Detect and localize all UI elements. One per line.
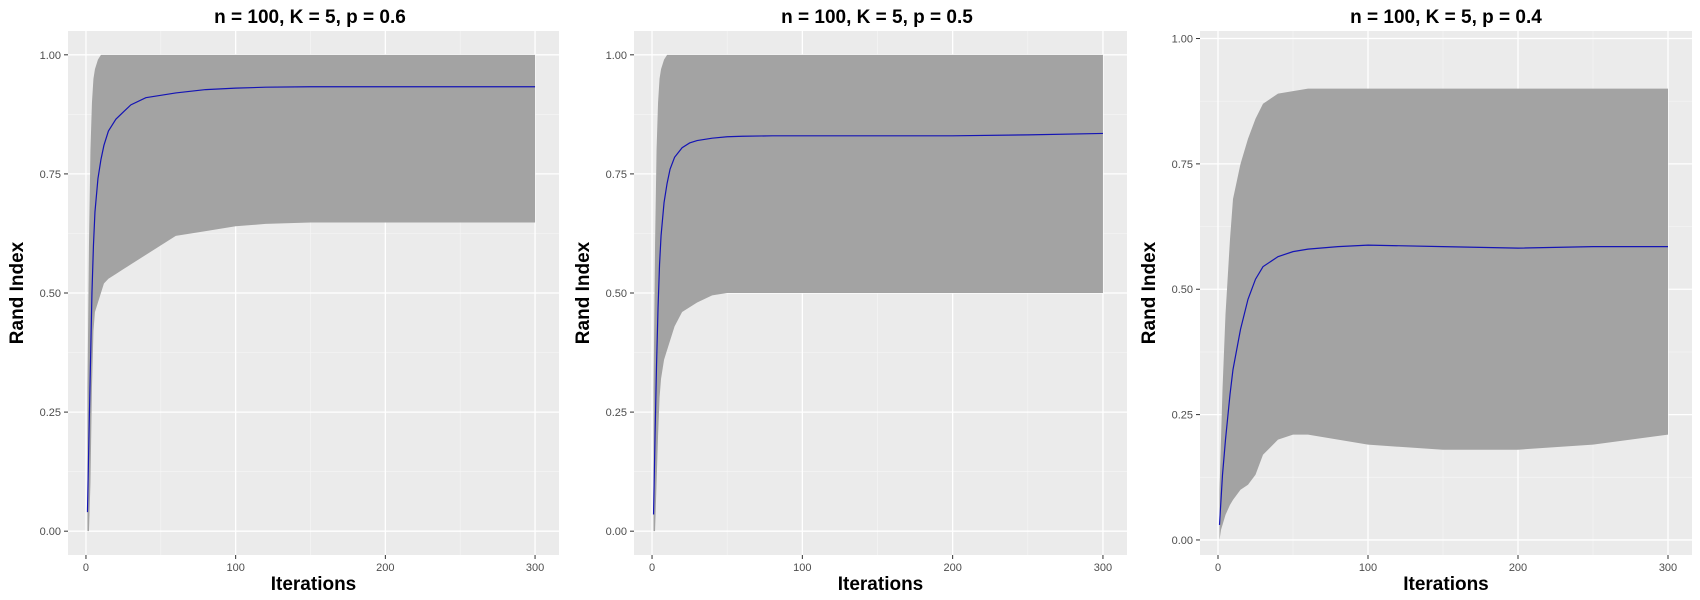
x-tick-label: 100 bbox=[793, 562, 811, 574]
chart-panel-2: 0 100 200 300 0.00 0.25 0.50 0.75 1.00 n = 100, K… bbox=[573, 7, 1127, 595]
x-tick-label: 300 bbox=[1094, 562, 1112, 574]
mean-line bbox=[86, 86, 536, 513]
y-tick-label: 0.00 bbox=[606, 526, 627, 538]
x-tick-label: 300 bbox=[526, 562, 544, 574]
y-axis-title: Rand Index bbox=[1139, 241, 1160, 344]
y-tick-label: 0.75 bbox=[606, 169, 627, 181]
x-tick-label: 200 bbox=[1509, 562, 1527, 574]
y-axis-title: Rand Index bbox=[7, 241, 28, 344]
y-tick-label: 0.25 bbox=[40, 407, 61, 419]
x-tick-label: 0 bbox=[83, 562, 89, 574]
panel-title: n = 100, K = 5, p = 0.4 bbox=[1350, 7, 1542, 28]
confidence-ribbon bbox=[1219, 88, 1668, 540]
x-axis-title: Iterations bbox=[271, 574, 357, 595]
chart-panel-1: 0 100 200 300 0.00 0.25 0.50 0.75 1.00 n = 100, K… bbox=[7, 7, 559, 595]
mean-line bbox=[1218, 244, 1668, 525]
x-tick-label: 100 bbox=[1359, 562, 1377, 574]
x-tick-label: 0 bbox=[649, 562, 655, 574]
y-tick-label: 0.50 bbox=[1172, 284, 1193, 296]
y-tick-label: 0.00 bbox=[40, 526, 61, 538]
confidence-ribbon bbox=[87, 54, 536, 532]
y-tick-label: 1.00 bbox=[40, 50, 61, 62]
x-tick-label: 100 bbox=[226, 562, 244, 574]
y-tick-label: 0.50 bbox=[606, 288, 627, 300]
mean-line bbox=[652, 132, 1103, 515]
y-tick-label: 0.00 bbox=[1172, 535, 1193, 547]
panel-title: n = 100, K = 5, p = 0.5 bbox=[781, 7, 973, 28]
y-axis-title: Rand Index bbox=[573, 241, 594, 344]
y-tick-label: 0.25 bbox=[606, 407, 627, 419]
x-tick-label: 200 bbox=[943, 562, 961, 574]
x-tick-label: 300 bbox=[1659, 562, 1677, 574]
x-axis-title: Iterations bbox=[838, 574, 924, 595]
y-tick-label: 0.75 bbox=[40, 169, 61, 181]
confidence-ribbon bbox=[653, 54, 1103, 532]
y-tick-label: 0.50 bbox=[40, 288, 61, 300]
y-tick-label: 0.25 bbox=[1172, 410, 1193, 422]
panel-title: n = 100, K = 5, p = 0.6 bbox=[214, 7, 406, 28]
chart-panel-3: 0 100 200 300 0.00 0.25 0.50 0.75 1.00 n = 100, K… bbox=[1139, 7, 1692, 595]
x-axis-title: Iterations bbox=[1403, 574, 1489, 595]
y-tick-label: 0.75 bbox=[1172, 159, 1193, 171]
x-tick-label: 0 bbox=[1215, 562, 1221, 574]
x-tick-label: 200 bbox=[376, 562, 394, 574]
y-tick-label: 1.00 bbox=[1172, 34, 1193, 46]
y-tick-label: 1.00 bbox=[606, 50, 627, 62]
